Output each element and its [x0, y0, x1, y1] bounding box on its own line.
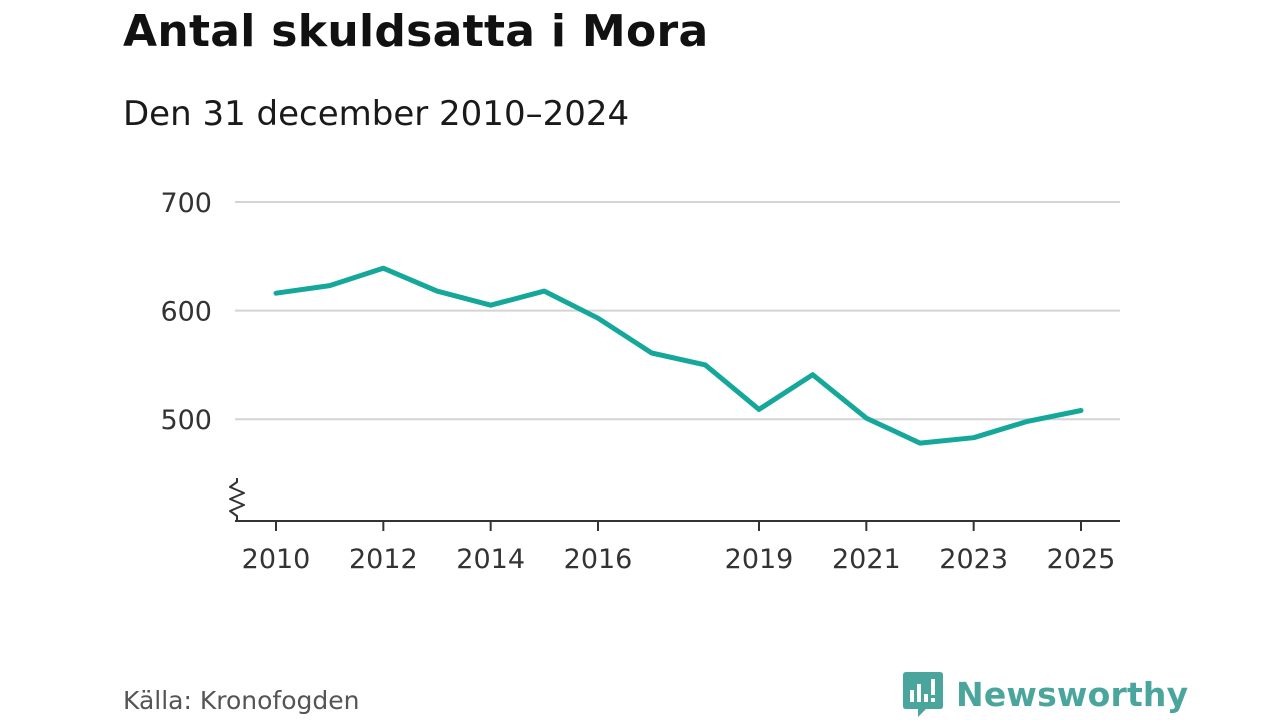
x-tick-label-2014: 2014 [456, 544, 525, 575]
y-axis-tick-labels: 500 600 700 [160, 188, 212, 436]
series-line-0 [273, 265, 1084, 446]
chart-subtitle: Den 31 december 2010–2024 [123, 94, 630, 134]
x-tick-label-2021: 2021 [832, 544, 901, 575]
newsworthy-logo-icon [903, 672, 943, 717]
brand-logo: Newsworthy [902, 670, 1188, 718]
x-tick-label-2010: 2010 [242, 544, 311, 575]
source-note: Källa: Kronofogden [123, 686, 360, 715]
x-tick-label-2023: 2023 [939, 544, 1008, 575]
x-tick-label-2019: 2019 [725, 544, 794, 575]
brand-name: Newsworthy [956, 674, 1189, 714]
x-tick-label-2016: 2016 [564, 544, 633, 575]
x-tick-label-2025: 2025 [1047, 544, 1116, 575]
x-axis-ticks: 2010 2012 2014 2016 2019 2021 2023 2025 [242, 521, 1116, 575]
series-group [273, 265, 1084, 446]
gridlines [235, 201, 1120, 421]
axis-break-icon [229, 478, 245, 521]
x-tick-label-2012: 2012 [349, 544, 418, 575]
x-axis [229, 478, 1120, 522]
y-tick-label-500: 500 [160, 405, 212, 436]
y-tick-label-600: 600 [160, 297, 212, 328]
y-tick-label-700: 700 [160, 188, 212, 219]
chart-title: Antal skuldsatta i Mora [123, 6, 709, 57]
